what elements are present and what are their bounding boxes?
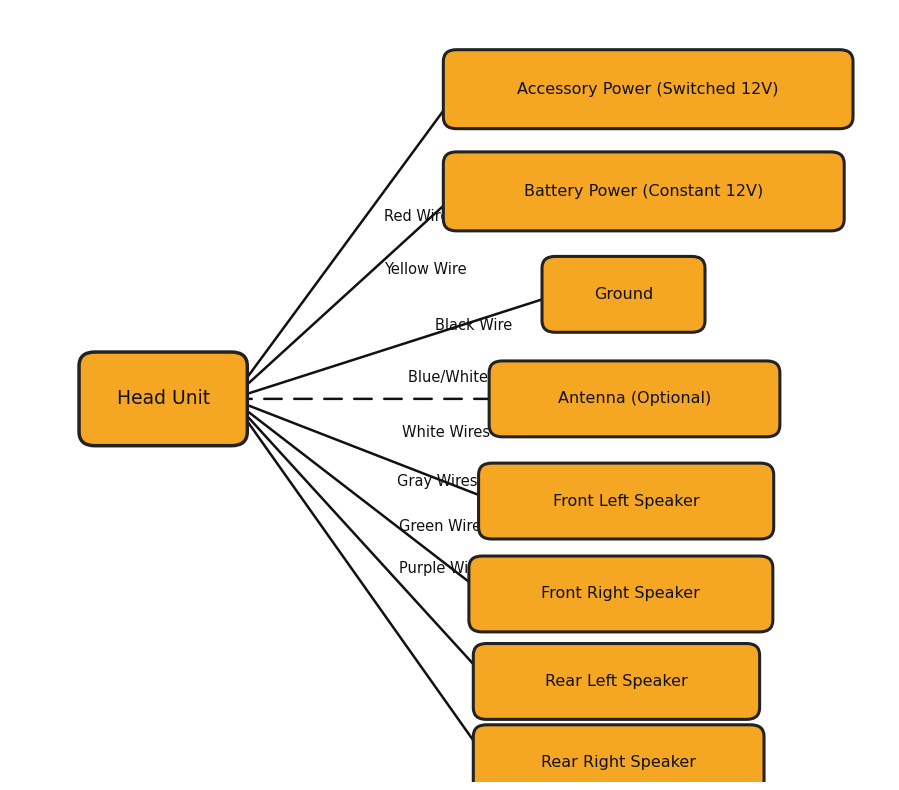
FancyBboxPatch shape: [443, 50, 853, 129]
Text: Rear Left Speaker: Rear Left Speaker: [545, 674, 688, 689]
FancyBboxPatch shape: [469, 556, 773, 632]
Text: Red Wire: Red Wire: [384, 209, 450, 224]
Text: Yellow Wire: Yellow Wire: [384, 262, 467, 277]
Text: Green Wires: Green Wires: [399, 519, 489, 534]
Text: Blue/White Wire (Optional): Blue/White Wire (Optional): [407, 370, 603, 385]
Text: Accessory Power (Switched 12V): Accessory Power (Switched 12V): [518, 81, 779, 96]
Text: Antenna (Optional): Antenna (Optional): [558, 391, 711, 406]
Text: Battery Power (Constant 12V): Battery Power (Constant 12V): [524, 184, 763, 199]
Text: Purple Wires: Purple Wires: [399, 562, 491, 577]
FancyBboxPatch shape: [473, 644, 760, 720]
FancyBboxPatch shape: [542, 257, 705, 333]
FancyBboxPatch shape: [478, 463, 774, 539]
Text: Ground: Ground: [594, 287, 654, 302]
FancyBboxPatch shape: [489, 361, 779, 437]
FancyBboxPatch shape: [473, 724, 764, 790]
Text: White Wires: White Wires: [402, 425, 490, 440]
FancyBboxPatch shape: [443, 152, 844, 231]
Text: Black Wire: Black Wire: [435, 318, 512, 333]
FancyBboxPatch shape: [79, 352, 247, 446]
Text: Rear Right Speaker: Rear Right Speaker: [541, 755, 696, 770]
Text: Front Right Speaker: Front Right Speaker: [541, 586, 700, 601]
Text: Head Unit: Head Unit: [117, 389, 209, 408]
Text: Gray Wires: Gray Wires: [397, 474, 477, 489]
Text: Front Left Speaker: Front Left Speaker: [553, 494, 699, 509]
